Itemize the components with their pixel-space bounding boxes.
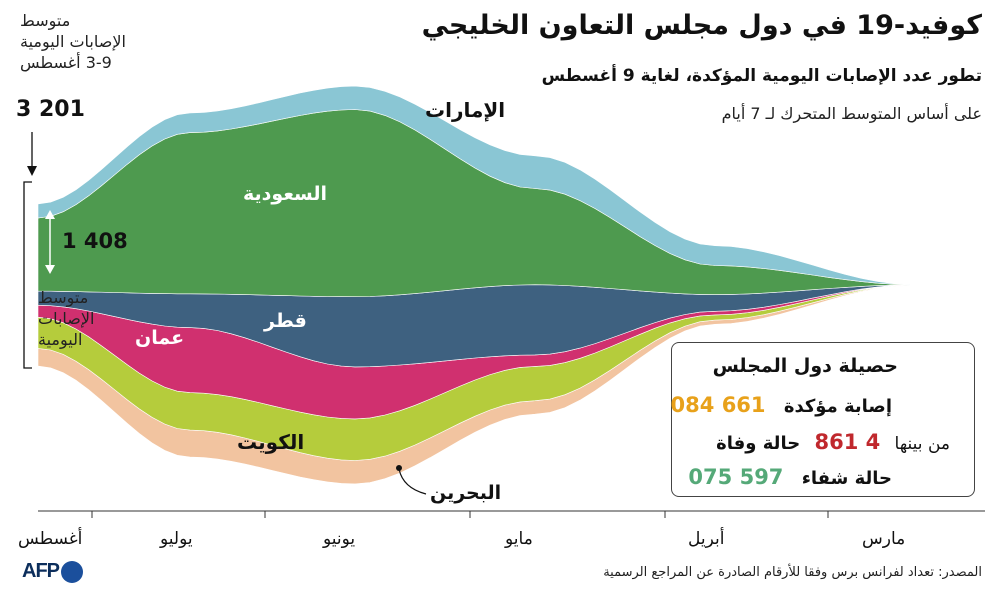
totals-box: حصيلة دول المجلس إصابة مؤكدة 661 084 من … [671,342,975,497]
tick-label-june: يونيو [323,529,356,549]
cases-label: إصابة مؤكدة [783,396,892,417]
layer-uae [37,85,911,285]
afp-logo-text: AFP [22,560,60,582]
avg-top-line2: الإصابات اليومية [20,32,126,51]
label-bahrain: البحرين [430,482,502,504]
afp-logo-dot [61,560,83,583]
avg-top-annotation: متوسط الإصابات اليومية 3-9 أغسطس [20,10,150,73]
chart-note: على أساس المتوسط المتحرك لـ 7 أيام [721,104,982,123]
deaths-prefix: من بينها [894,434,950,454]
label-oman: عمان [135,327,185,349]
avg-top-value: 3 201 [16,97,85,122]
tick-label-august: أغسطس [18,529,83,549]
recovered-label: حالة شفاء [801,468,892,489]
saudi-avg-value: 1 408 [62,229,128,253]
label-uae: الإمارات [425,98,506,122]
avg-top-line1: متوسط [20,11,71,30]
tick-label-july: يوليو [160,529,193,549]
avg-left-line1: متوسط [38,288,89,307]
chart-subtitle: تطور عدد الإصابات اليومية المؤكدة، لغاية… [541,66,982,86]
afp-logo: AFP [22,560,83,583]
totals-title: حصيلة دول المجلس [712,355,898,377]
avg-arrow-head [27,166,37,176]
tick-label-april: أبريل [688,529,725,549]
source-text: المصدر: تعداد لفرانس برس وفقا للأرقام ال… [603,565,982,580]
saudi-span-head-top [45,210,55,219]
recovered-value: 597 075 [688,465,784,489]
tick-label-may: مايو [505,529,533,549]
total-bracket [23,181,32,369]
avg-left-annotation: متوسط الإصابات اليومية [38,287,108,350]
totals-cases-row: إصابة مؤكدة 661 084 [671,393,892,417]
chart-title: كوفيد-19 في دول مجلس التعاون الخليجي [421,10,982,41]
bahrain-pointer-dot [396,465,402,471]
cases-value: 661 084 [670,393,766,417]
deaths-value: 4 861 [814,430,881,454]
avg-top-line3: 3-9 أغسطس [20,53,112,72]
tick-label-march: مارس [862,529,906,549]
bahrain-pointer-line [398,468,427,495]
deaths-label: حالة وفاة [716,433,801,454]
avg-left-line2: الإصابات [38,309,95,328]
saudi-span-head-bottom [45,265,55,274]
label-qatar: قطر [264,310,307,332]
totals-recovered-row: حالة شفاء 597 075 [688,465,892,489]
label-saudi: السعودية [243,183,328,205]
avg-left-line3: اليومية [38,330,83,349]
label-kuwait: الكويت [237,430,305,454]
totals-deaths-row: من بينها 4 861 حالة وفاة [716,430,950,454]
